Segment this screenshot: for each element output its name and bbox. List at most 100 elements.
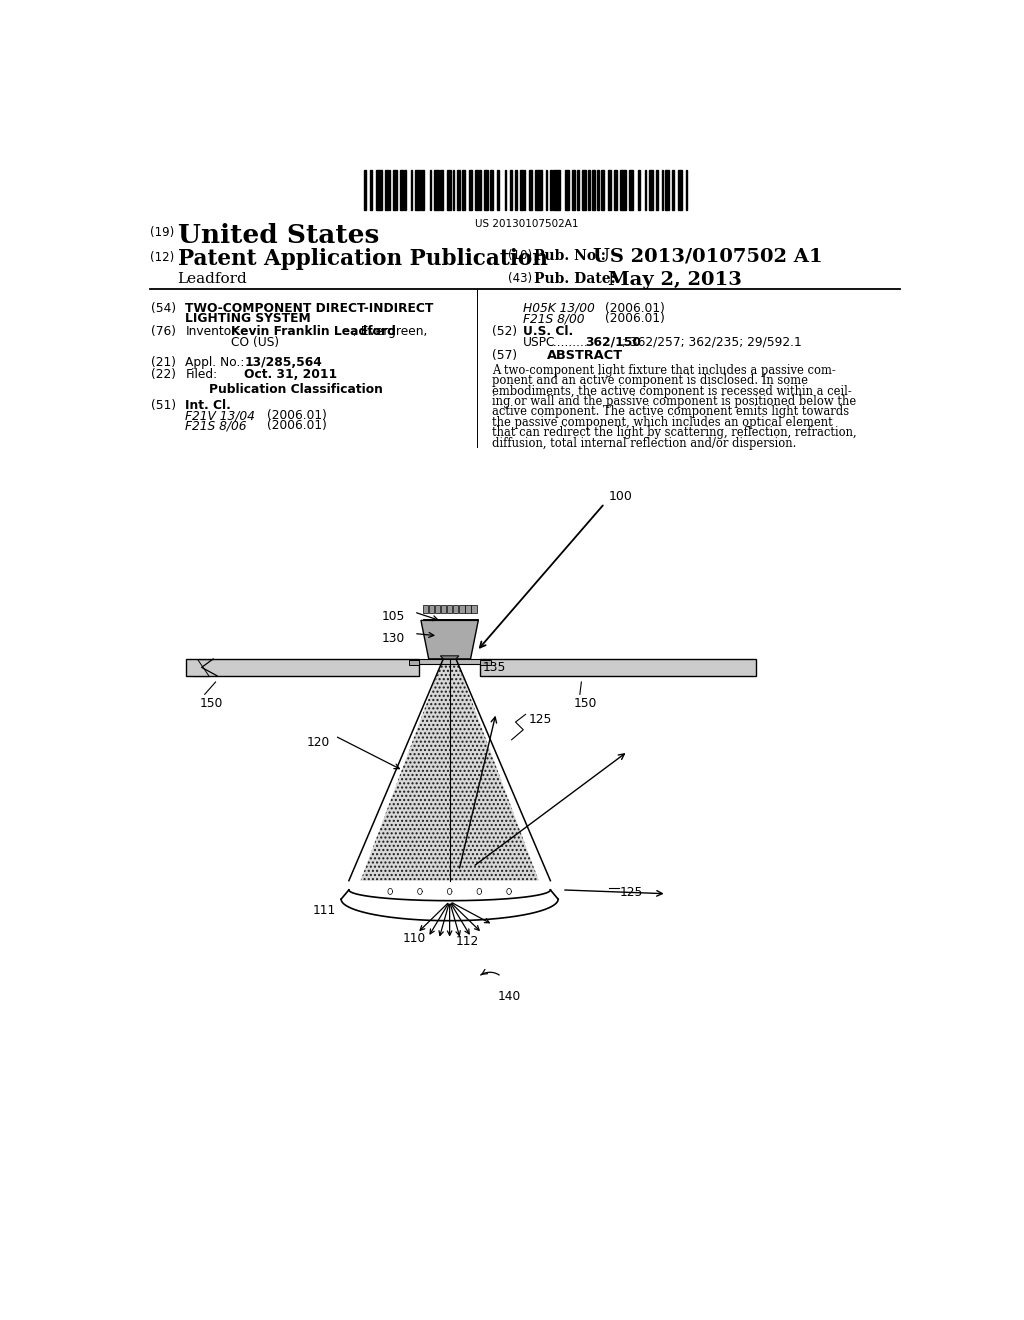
Bar: [429, 605, 434, 612]
Bar: [441, 605, 446, 612]
Text: the passive component, which includes an optical element: the passive component, which includes an…: [493, 416, 833, 429]
Bar: [484, 170, 487, 210]
Bar: [565, 170, 569, 210]
Bar: [571, 170, 575, 210]
Bar: [365, 170, 366, 210]
Bar: [638, 170, 640, 210]
Bar: [434, 170, 439, 210]
Bar: [415, 170, 420, 210]
Text: (2006.01): (2006.01): [604, 302, 665, 314]
Text: that can redirect the light by scattering, reflection, refraction,: that can redirect the light by scatterin…: [493, 426, 857, 440]
Polygon shape: [421, 620, 478, 659]
Text: 125: 125: [528, 713, 552, 726]
Text: 111: 111: [312, 904, 336, 917]
Bar: [550, 170, 552, 210]
Bar: [588, 170, 590, 210]
Text: ..........: ..........: [550, 335, 589, 348]
Bar: [453, 605, 459, 612]
Text: 150: 150: [200, 697, 223, 710]
Bar: [592, 170, 595, 210]
Text: F21S 8/06: F21S 8/06: [185, 420, 247, 433]
Polygon shape: [360, 660, 539, 880]
Bar: [490, 170, 493, 210]
Text: Filed:: Filed:: [185, 368, 217, 381]
Bar: [421, 170, 424, 210]
Text: United States: United States: [177, 223, 379, 248]
Text: 105: 105: [381, 610, 404, 623]
Text: Patent Application Publication: Patent Application Publication: [177, 248, 548, 269]
Polygon shape: [440, 656, 459, 659]
Bar: [536, 170, 542, 210]
Bar: [471, 605, 477, 612]
Bar: [621, 170, 626, 210]
Bar: [411, 170, 412, 210]
Bar: [524, 170, 525, 210]
Bar: [554, 170, 560, 210]
Bar: [645, 170, 646, 210]
Text: Appl. No.:: Appl. No.:: [185, 355, 245, 368]
Bar: [457, 170, 460, 210]
Bar: [601, 170, 604, 210]
Text: 100: 100: [608, 490, 633, 503]
Bar: [656, 170, 657, 210]
Text: TWO-COMPONENT DIRECT-INDIRECT: TWO-COMPONENT DIRECT-INDIRECT: [185, 302, 434, 314]
Bar: [672, 170, 675, 210]
Bar: [479, 170, 481, 210]
Bar: [404, 170, 406, 210]
Bar: [480, 659, 756, 676]
Text: Publication Classification: Publication Classification: [209, 383, 383, 396]
Bar: [465, 605, 471, 612]
Bar: [662, 170, 663, 210]
Text: 140: 140: [498, 990, 521, 1003]
Text: (19): (19): [150, 226, 174, 239]
Polygon shape: [409, 660, 420, 665]
Text: (10): (10): [508, 249, 531, 263]
Text: CO (US): CO (US): [231, 335, 280, 348]
Bar: [582, 170, 586, 210]
Bar: [649, 170, 652, 210]
Text: (57): (57): [493, 350, 517, 363]
Bar: [430, 170, 431, 210]
Bar: [666, 170, 670, 210]
Bar: [462, 170, 465, 210]
Text: 135: 135: [482, 661, 506, 675]
Text: (51): (51): [152, 399, 176, 412]
Bar: [469, 170, 472, 210]
Bar: [505, 170, 506, 210]
Text: US 2013/0107502 A1: US 2013/0107502 A1: [593, 248, 822, 265]
Text: (52): (52): [493, 326, 517, 338]
Text: 150: 150: [573, 697, 597, 710]
Text: (43): (43): [508, 272, 531, 285]
Bar: [510, 170, 512, 210]
Text: A two-component light fixture that includes a passive com-: A two-component light fixture that inclu…: [493, 364, 836, 378]
Text: F21V 13/04: F21V 13/04: [185, 409, 255, 422]
Bar: [389, 170, 390, 210]
Text: May 2, 2013: May 2, 2013: [608, 271, 742, 289]
Text: (12): (12): [150, 251, 174, 264]
Text: (2006.01): (2006.01): [267, 409, 328, 422]
Bar: [475, 170, 477, 210]
Text: 120: 120: [306, 737, 330, 748]
Text: Oct. 31, 2011: Oct. 31, 2011: [245, 368, 337, 381]
Bar: [459, 605, 465, 612]
Text: 110: 110: [403, 932, 426, 945]
Bar: [423, 619, 477, 620]
Text: embodiments, the active component is recessed within a ceil-: embodiments, the active component is rec…: [493, 384, 852, 397]
Bar: [454, 170, 455, 210]
Bar: [423, 605, 428, 612]
Bar: [597, 170, 599, 210]
Text: Kevin Franklin Leadford: Kevin Franklin Leadford: [231, 326, 396, 338]
Text: (21): (21): [152, 355, 176, 368]
Text: Pub. No.:: Pub. No.:: [535, 249, 606, 263]
Text: Pub. Date:: Pub. Date:: [535, 272, 615, 286]
Text: , Evergreen,: , Evergreen,: [352, 326, 427, 338]
Text: F21S 8/00: F21S 8/00: [523, 312, 585, 325]
Bar: [440, 170, 442, 210]
Text: 13/285,564: 13/285,564: [245, 355, 322, 368]
Text: (2006.01): (2006.01): [604, 312, 665, 325]
Bar: [435, 605, 440, 612]
Text: (54): (54): [152, 302, 176, 314]
Text: Inventor:: Inventor:: [185, 326, 241, 338]
Bar: [186, 659, 420, 676]
Text: ABSTRACT: ABSTRACT: [547, 350, 624, 363]
